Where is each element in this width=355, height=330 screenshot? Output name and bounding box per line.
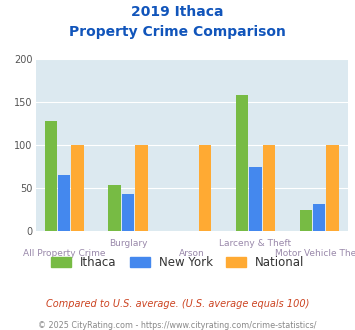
Text: 2019 Ithaca: 2019 Ithaca bbox=[131, 5, 224, 19]
Legend: Ithaca, New York, National: Ithaca, New York, National bbox=[47, 251, 308, 273]
Bar bbox=[71, 145, 84, 231]
Bar bbox=[326, 145, 339, 231]
Bar bbox=[313, 204, 326, 231]
Text: Property Crime Comparison: Property Crime Comparison bbox=[69, 25, 286, 39]
Bar bbox=[122, 194, 134, 231]
Bar bbox=[249, 167, 262, 231]
Bar bbox=[58, 175, 70, 231]
Text: Larceny & Theft: Larceny & Theft bbox=[219, 239, 291, 248]
Text: Arson: Arson bbox=[179, 249, 204, 258]
Bar bbox=[300, 210, 312, 231]
Bar bbox=[263, 145, 275, 231]
Text: © 2025 CityRating.com - https://www.cityrating.com/crime-statistics/: © 2025 CityRating.com - https://www.city… bbox=[38, 321, 317, 330]
Text: Motor Vehicle Theft: Motor Vehicle Theft bbox=[275, 249, 355, 258]
Bar bbox=[135, 145, 148, 231]
Text: Compared to U.S. average. (U.S. average equals 100): Compared to U.S. average. (U.S. average … bbox=[46, 299, 309, 309]
Text: Burglary: Burglary bbox=[109, 239, 147, 248]
Text: All Property Crime: All Property Crime bbox=[23, 249, 105, 258]
Bar bbox=[45, 121, 57, 231]
Bar bbox=[108, 185, 121, 231]
Bar bbox=[236, 95, 248, 231]
Bar bbox=[199, 145, 211, 231]
